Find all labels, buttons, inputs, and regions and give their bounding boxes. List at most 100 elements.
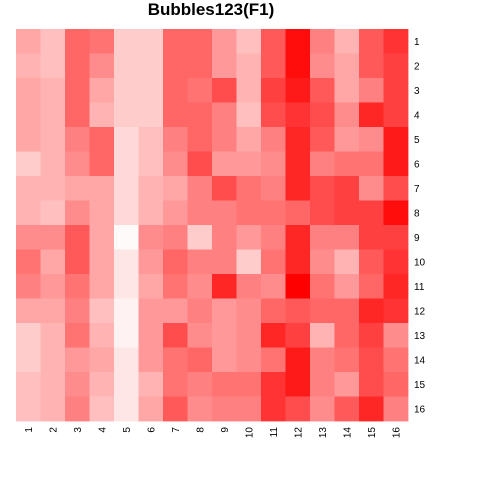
- x-tick-label: 1: [24, 427, 35, 433]
- heatmap-cell: [89, 53, 115, 79]
- heatmap-cell: [114, 29, 139, 54]
- heatmap-cell: [163, 249, 188, 275]
- heatmap-cell: [89, 176, 115, 201]
- heatmap-cell: [65, 127, 90, 152]
- heatmap-cell: [359, 347, 384, 373]
- heatmap-cell: [334, 249, 360, 275]
- heatmap-cell: [359, 274, 384, 299]
- heatmap-cell: [138, 78, 164, 103]
- heatmap-cell: [65, 29, 90, 54]
- heatmap-cell: [114, 274, 139, 299]
- heatmap-cell: [163, 298, 188, 324]
- heatmap-cell: [310, 200, 335, 226]
- heatmap-cell: [65, 396, 90, 422]
- heatmap-cell: [65, 298, 90, 324]
- x-tick-label: 4: [97, 427, 108, 433]
- heatmap-cell: [65, 225, 90, 250]
- heatmap-cell: [89, 200, 115, 226]
- heatmap-cell: [285, 225, 311, 250]
- heatmap-cell: [261, 127, 286, 152]
- heatmap-cell: [163, 78, 188, 103]
- heatmap-cell: [65, 176, 90, 201]
- heatmap-cell: [261, 249, 286, 275]
- heatmap-cell: [16, 249, 41, 275]
- heatmap-cell: [114, 53, 139, 79]
- heatmap-cell: [187, 200, 213, 226]
- heatmap-cell: [65, 274, 90, 299]
- x-tick-label: 9: [220, 427, 231, 433]
- heatmap-cell: [89, 102, 115, 128]
- heatmap-cell: [16, 127, 41, 152]
- heatmap-cell: [212, 29, 237, 54]
- y-tick-label: 5: [414, 135, 420, 146]
- heatmap-cell: [359, 298, 384, 324]
- heatmap-cell: [334, 29, 360, 54]
- heatmap-cell: [261, 176, 286, 201]
- heatmap-cell: [236, 78, 262, 103]
- x-tick-label: 2: [48, 427, 59, 433]
- heatmap-cell: [285, 298, 311, 324]
- heatmap-cell: [285, 372, 311, 397]
- heatmap-cell: [114, 151, 139, 177]
- heatmap-cell: [138, 347, 164, 373]
- heatmap-cell: [236, 176, 262, 201]
- heatmap-cell: [383, 372, 409, 397]
- heatmap-cell: [383, 298, 409, 324]
- heatmap-cell: [16, 274, 41, 299]
- heatmap-cell: [285, 78, 311, 103]
- heatmap-cell: [359, 372, 384, 397]
- y-tick-label: 12: [414, 306, 426, 317]
- heatmap-cell: [359, 151, 384, 177]
- heatmap-cell: [310, 29, 335, 54]
- heatmap-cell: [187, 372, 213, 397]
- heatmap-cell: [383, 102, 409, 128]
- heatmap-cell: [261, 274, 286, 299]
- x-tick-label: 6: [146, 427, 157, 433]
- heatmap-cell: [285, 151, 311, 177]
- heatmap-cell: [187, 29, 213, 54]
- heatmap-cell: [261, 53, 286, 79]
- heatmap-cell: [334, 225, 360, 250]
- y-tick-label: 8: [414, 208, 420, 219]
- heatmap-cell: [187, 249, 213, 275]
- heatmap-cell: [138, 372, 164, 397]
- heatmap-cells: [16, 29, 409, 422]
- heatmap-cell: [383, 78, 409, 103]
- heatmap-cell: [89, 29, 115, 54]
- heatmap-cell: [383, 53, 409, 79]
- heatmap-cell: [334, 151, 360, 177]
- heatmap-cell: [114, 323, 139, 348]
- heatmap-cell: [285, 347, 311, 373]
- heatmap-cell: [65, 200, 90, 226]
- heatmap-cell: [285, 102, 311, 128]
- heatmap-cell: [261, 29, 286, 54]
- heatmap-cell: [65, 78, 90, 103]
- heatmap-cell: [114, 78, 139, 103]
- heatmap-cell: [285, 127, 311, 152]
- heatmap-cell: [65, 323, 90, 348]
- heatmap-cell: [334, 323, 360, 348]
- heatmap-cell: [383, 29, 409, 54]
- heatmap-cell: [65, 249, 90, 275]
- x-tick-label: 8: [195, 427, 206, 433]
- heatmap-cell: [16, 323, 41, 348]
- heatmap-cell: [236, 396, 262, 422]
- heatmap-cell: [163, 176, 188, 201]
- y-tick-label: 15: [414, 380, 426, 391]
- heatmap-cell: [89, 347, 115, 373]
- heatmap-cell: [114, 396, 139, 422]
- heatmap-cell: [187, 396, 213, 422]
- heatmap-cell: [16, 298, 41, 324]
- heatmap-cell: [65, 53, 90, 79]
- heatmap-cell: [310, 396, 335, 422]
- heatmap-cell: [359, 176, 384, 201]
- heatmap-cell: [334, 53, 360, 79]
- heatmap-cell: [334, 176, 360, 201]
- heatmap-cell: [383, 151, 409, 177]
- heatmap-cell: [114, 347, 139, 373]
- heatmap-cell: [285, 29, 311, 54]
- heatmap-cell: [114, 372, 139, 397]
- heatmap-cell: [16, 176, 41, 201]
- heatmap-cell: [89, 225, 115, 250]
